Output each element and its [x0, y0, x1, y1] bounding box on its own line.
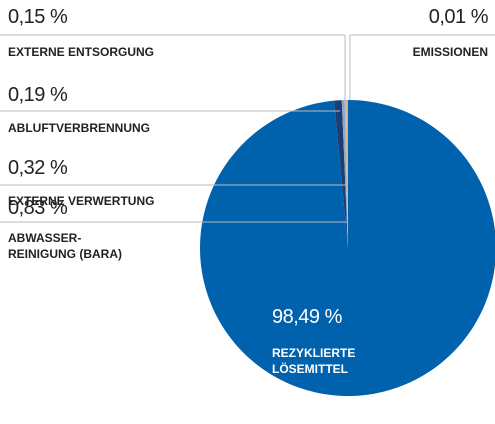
pie-slice — [346, 100, 348, 248]
category-label: EXTERNE VERWERTUNG — [8, 194, 155, 208]
pie-slice — [341, 100, 348, 248]
pie-slice — [200, 100, 495, 396]
value-label: 0,19 % — [8, 84, 68, 106]
value-label: 0,15 % — [8, 6, 68, 28]
category-label: EXTERNE ENTSORGUNG — [8, 45, 155, 59]
value-label: 0,01 % — [428, 6, 489, 28]
value-label: 98,49 % — [272, 306, 342, 328]
pie-slice — [344, 100, 348, 248]
category-label: EMISSIONEN — [412, 45, 488, 59]
leader-line — [0, 34, 346, 100]
category-label: ABWASSER- REINIGUNG (BARA) — [8, 231, 122, 261]
value-label: 0,32 % — [8, 157, 68, 179]
pie-slice — [334, 100, 348, 248]
category-label: REZYKLIERTE LÖSEMITTEL — [272, 346, 356, 376]
value-label: 0,83 % — [8, 197, 68, 219]
category-label: ABLUFTVERBRENNUNG — [8, 121, 150, 135]
